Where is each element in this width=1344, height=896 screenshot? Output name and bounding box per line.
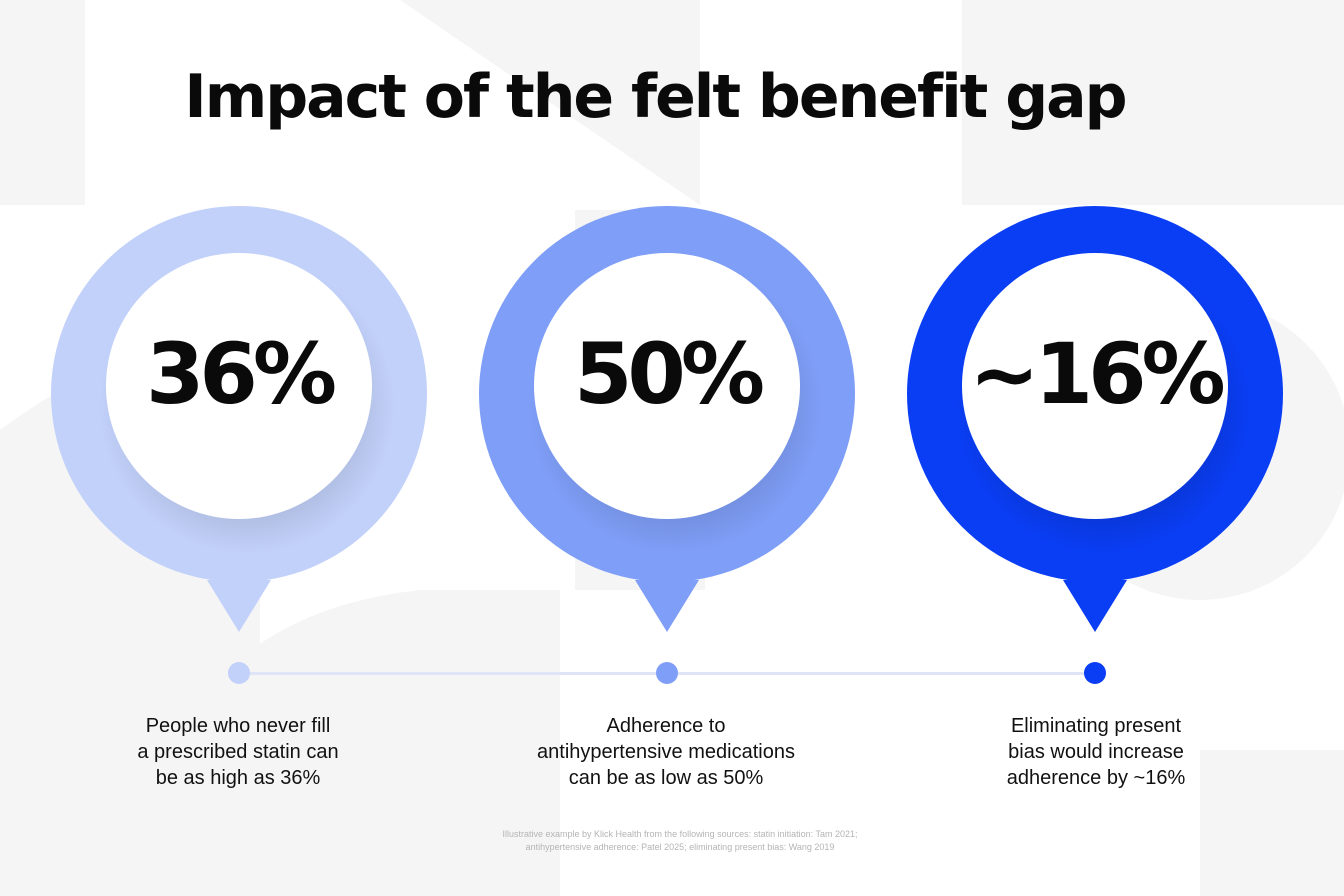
timeline-dot (228, 662, 250, 684)
stat-caption-antihypertensive: Adherence to antihypertensive medication… (506, 713, 826, 791)
stat-pin-statin: 36% (49, 206, 429, 638)
caption-line: antihypertensive medications (537, 741, 795, 763)
stat-value: 50% (573, 325, 765, 423)
stat-caption-statin: People who never fill a prescribed stati… (78, 713, 398, 791)
stat-value: ~16% (969, 325, 1225, 423)
caption-line: Adherence to (606, 715, 726, 737)
caption-line: adherence by ~16% (1006, 767, 1186, 789)
pin-tail (635, 580, 699, 632)
stat-pin-present-bias: ~16% (905, 206, 1285, 638)
caption-line: a prescribed statin can (137, 741, 339, 763)
timeline-dot (1084, 662, 1106, 684)
stat-caption-present-bias: Eliminating present bias would increase … (936, 713, 1256, 791)
caption-line: can be as low as 50% (568, 767, 764, 789)
pin-tail (1063, 580, 1127, 632)
caption-line: People who never fill (145, 715, 331, 737)
caption-line: be as high as 36% (155, 767, 321, 789)
stat-pin-antihypertensive: 50% (477, 206, 857, 638)
caption-line: Eliminating present (1010, 715, 1182, 737)
footnote-line: Illustrative example by Klick Health fro… (502, 829, 858, 839)
footnote-line: antihypertensive adherence: Patel 2025; … (525, 842, 835, 852)
stat-value: 36% (145, 325, 337, 423)
page-title: Impact of the felt benefit gap (184, 62, 1127, 132)
caption-line: bias would increase (1008, 741, 1184, 763)
timeline-dot (656, 662, 678, 684)
source-footnote: Illustrative example by Klick Health fro… (380, 828, 980, 854)
pin-tail (207, 580, 271, 632)
